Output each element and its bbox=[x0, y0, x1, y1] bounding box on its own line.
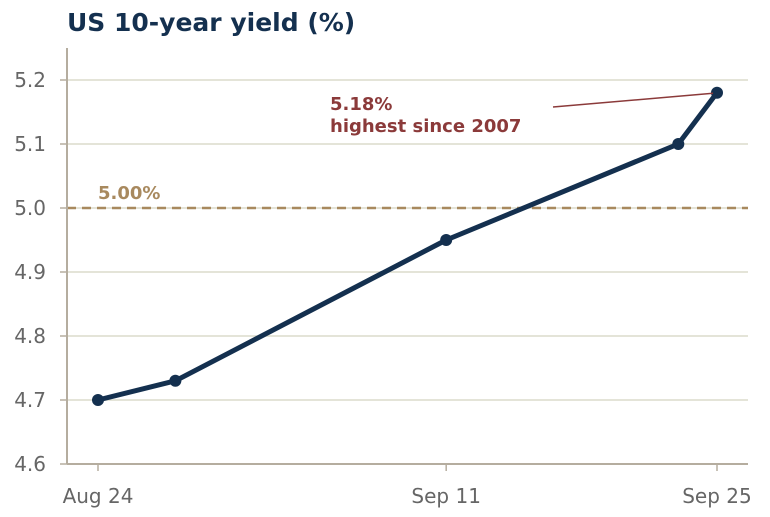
data-point bbox=[440, 234, 453, 246]
data-point bbox=[672, 138, 685, 150]
x-tick-label: Sep 25 bbox=[682, 484, 752, 508]
series-group bbox=[92, 86, 723, 406]
y-tick-label: 5.2 bbox=[14, 68, 46, 92]
annotation-text: highest since 2007 bbox=[330, 116, 521, 137]
reference-line-group: 5.00% bbox=[67, 183, 748, 210]
x-tick-label: Sep 11 bbox=[411, 484, 481, 508]
y-tick-label: 4.9 bbox=[14, 260, 46, 284]
y-tick-label: 4.8 bbox=[14, 324, 46, 348]
y-tick-label: 4.7 bbox=[14, 388, 46, 412]
data-point bbox=[711, 86, 723, 99]
data-point bbox=[92, 394, 104, 406]
y-tick-label: 5.0 bbox=[14, 196, 46, 220]
reference-line-label: 5.00% bbox=[98, 183, 160, 204]
series-line bbox=[95, 90, 720, 403]
chart-title: US 10-year yield (%) bbox=[67, 8, 355, 37]
y-tick-label: 5.1 bbox=[14, 132, 46, 156]
x-tick-label: Aug 24 bbox=[63, 484, 134, 508]
y-tick-label: 4.6 bbox=[14, 452, 46, 476]
annotation-group: 5.18%highest since 2007 bbox=[330, 92, 714, 137]
annotation-value: 5.18% bbox=[330, 94, 392, 115]
data-point bbox=[169, 374, 182, 387]
annotation-leader-line bbox=[552, 92, 714, 108]
axes: 4.6 4.7 4.8 4.9 5.0 5.1 5.2 Aug 24 Sep 11 Sep 25 bbox=[14, 48, 752, 508]
